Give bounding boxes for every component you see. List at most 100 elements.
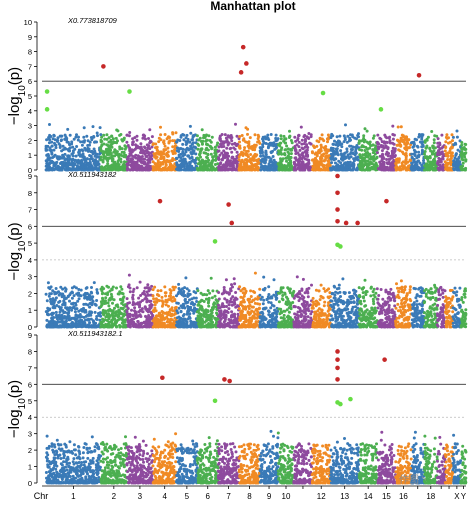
snp-point [124, 145, 128, 149]
snp-point [429, 149, 433, 153]
snp-point [279, 137, 283, 141]
snp-point [116, 162, 120, 166]
snp-point [128, 131, 132, 134]
snp-point [194, 152, 198, 156]
y-axis-title-main: −log [6, 96, 23, 125]
snp-point [337, 139, 340, 143]
snp-point [357, 139, 361, 143]
snp-point [446, 141, 450, 145]
snp-point [169, 313, 173, 317]
snp-point [147, 157, 151, 161]
y-tick-label: 2 [28, 136, 32, 145]
snp-point [163, 144, 167, 148]
snp-point [259, 162, 263, 166]
snp-point [454, 152, 458, 156]
chr-11-points [292, 125, 313, 172]
snp-point [80, 320, 84, 324]
snp-point [463, 168, 467, 172]
snp-point [69, 291, 73, 295]
panel-name: X0.511943182 [67, 170, 117, 179]
snp-point [181, 306, 184, 310]
snp-point [182, 157, 186, 161]
snp-point [235, 150, 239, 154]
snp-point [191, 158, 195, 162]
snp-point [296, 151, 300, 155]
snp-point [184, 136, 188, 140]
y-tick-label: 6 [28, 222, 32, 231]
y-axis-title-tail: (p) [6, 222, 23, 240]
snp-point [137, 302, 141, 306]
snp-point [367, 153, 370, 157]
snp-point [225, 146, 229, 150]
snp-point [151, 294, 155, 298]
snp-point [460, 141, 464, 144]
snp-point [84, 160, 88, 164]
y-tick-label: 2 [28, 289, 32, 298]
snp-point [148, 321, 152, 325]
snp-point [90, 286, 93, 289]
snp-point [372, 166, 376, 170]
snp-point [394, 168, 398, 172]
y-tick-label: 0 [28, 166, 32, 175]
snp-point [218, 136, 222, 140]
snp-point [145, 309, 149, 313]
snp-point [393, 149, 397, 153]
snp-point [204, 166, 208, 170]
snp-point [277, 152, 280, 156]
snp-point [359, 159, 363, 163]
snp-point [229, 168, 233, 171]
snp-point [270, 167, 274, 171]
snp-point [149, 164, 153, 168]
significant-snp [101, 64, 106, 69]
snp-point [339, 149, 343, 153]
snp-point [62, 294, 66, 298]
snp-point [175, 140, 179, 144]
snp-point [51, 167, 55, 171]
snp-point [123, 165, 127, 169]
snp-point [428, 146, 432, 150]
snp-point [77, 297, 81, 301]
snp-point [226, 134, 230, 138]
snp-point [111, 285, 115, 289]
snp-point [204, 297, 208, 301]
snp-point [162, 155, 166, 159]
snp-point [48, 146, 52, 150]
snp-point [426, 157, 430, 161]
snp-point [135, 161, 139, 164]
snp-point [133, 306, 137, 310]
snp-point [205, 318, 209, 322]
snp-point [62, 302, 66, 305]
snp-point [232, 277, 236, 281]
snp-point [113, 306, 116, 310]
snp-point [235, 162, 239, 166]
chr-Y-points [459, 141, 468, 172]
snp-point [297, 157, 301, 161]
snp-point [187, 164, 191, 168]
snp-point [102, 153, 106, 157]
snp-point [453, 141, 457, 145]
snp-point [90, 291, 94, 295]
snp-point [84, 148, 88, 152]
snp-point [105, 143, 109, 147]
snp-point [123, 168, 127, 172]
snp-point [138, 156, 142, 160]
snp-point [345, 162, 349, 166]
snp-point [184, 276, 188, 280]
snp-point [213, 302, 217, 306]
snp-point [184, 301, 188, 305]
snp-point [138, 305, 141, 309]
snp-point [223, 133, 227, 137]
snp-point [89, 163, 93, 167]
snp-point [151, 165, 155, 169]
snp-point [59, 325, 63, 329]
snp-point [207, 134, 211, 138]
snp-point [131, 290, 135, 294]
snp-point [120, 321, 124, 325]
snp-point [230, 136, 234, 139]
snp-point [190, 164, 194, 168]
snp-point [71, 145, 75, 149]
snp-point [378, 136, 382, 140]
snp-point [256, 159, 260, 163]
snp-point [362, 136, 366, 140]
